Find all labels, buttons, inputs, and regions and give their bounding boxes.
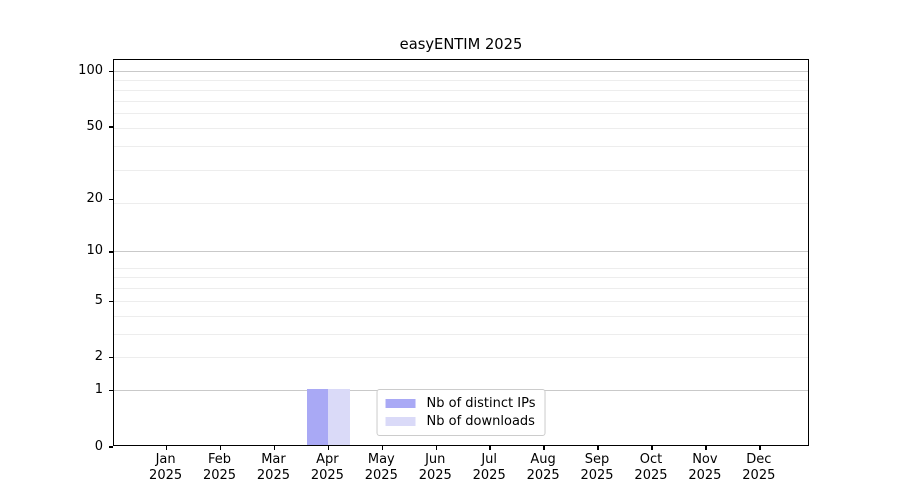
x-tick: [759, 446, 761, 451]
x-tick-month: Jul: [481, 452, 498, 467]
y-tick: [108, 356, 113, 359]
x-tick-year: 2025: [202, 467, 237, 483]
x-tick-month: Aug: [530, 452, 556, 467]
minor-gridline: [114, 357, 808, 359]
x-tick-label: Dec 2025: [729, 452, 789, 483]
x-tick-label: Jul 2025: [459, 452, 519, 483]
y-tick-label: 20: [86, 190, 103, 206]
x-tick: [543, 446, 545, 451]
y-tick: [108, 126, 113, 128]
x-tick-year: 2025: [364, 467, 398, 483]
legend-item-downloads: Nb of downloads: [385, 413, 536, 431]
x-tick-month: Sep: [584, 452, 610, 467]
x-tick-month: Jan: [155, 452, 176, 467]
major-gridline: [114, 251, 808, 253]
minor-gridline: [114, 267, 808, 269]
bar-apr-distinct-ips: [306, 388, 329, 445]
x-tick: [327, 446, 330, 451]
x-tick-year: 2025: [526, 467, 560, 483]
x-tick-month: Jun: [425, 452, 446, 467]
x-tick-month: Nov: [692, 452, 718, 467]
x-tick-year: 2025: [310, 467, 344, 483]
minor-gridline: [114, 300, 808, 302]
x-tick-label: Apr 2025: [297, 452, 357, 483]
y-tick: [108, 70, 113, 73]
minor-gridline: [114, 89, 808, 91]
minor-gridline: [114, 333, 808, 335]
legend: Nb of distinct IPs Nb of downloads: [376, 389, 546, 436]
y-tick-label: 50: [86, 118, 103, 134]
x-tick: [597, 446, 599, 451]
x-tick-month: Feb: [208, 452, 232, 467]
x-tick-label: Jun 2025: [405, 452, 465, 483]
x-tick-year: 2025: [418, 467, 452, 483]
minor-gridline: [114, 315, 808, 317]
y-tick-label: 0: [94, 438, 103, 454]
x-tick-year: 2025: [256, 467, 290, 483]
x-tick-label: May 2025: [351, 452, 411, 483]
x-tick-year: 2025: [149, 467, 183, 483]
x-tick: [651, 446, 653, 451]
x-tick-year: 2025: [580, 467, 614, 483]
legend-label-distinct-ips: Nb of distinct IPs: [426, 396, 536, 412]
y-tick-label: 10: [86, 243, 103, 259]
minor-gridline: [114, 288, 808, 290]
x-tick-month: Oct: [639, 452, 663, 467]
y-tick: [108, 389, 113, 392]
y-tick: [108, 300, 113, 302]
legend-label-downloads: Nb of downloads: [426, 413, 535, 429]
x-tick-label: Nov 2025: [675, 452, 735, 483]
minor-gridline: [114, 169, 808, 171]
legend-swatch-downloads-icon: [385, 416, 416, 426]
plot-area: Nb of distinct IPs Nb of downloads: [108, 59, 809, 451]
x-tick-label: Aug 2025: [513, 452, 573, 483]
x-tick-label: Oct 2025: [621, 452, 681, 483]
y-tick-label: 1: [94, 382, 103, 398]
bar-apr-downloads: [328, 388, 350, 445]
x-tick: [273, 446, 276, 451]
minor-gridline: [114, 100, 808, 102]
x-tick: [489, 446, 491, 451]
x-tick-year: 2025: [688, 467, 722, 483]
minor-gridline: [114, 80, 808, 82]
minor-gridline: [114, 202, 808, 204]
minor-gridline: [114, 128, 808, 130]
x-tick-year: 2025: [472, 467, 506, 483]
x-tick-label: Feb 2025: [190, 452, 250, 483]
x-tick-month: Apr: [316, 452, 339, 467]
minor-gridline: [114, 277, 808, 279]
x-tick-label: Jan 2025: [136, 452, 196, 483]
y-tick: [108, 251, 113, 253]
x-tick: [381, 446, 383, 451]
y-tick-label: 100: [78, 62, 103, 78]
x-tick-month: Mar: [261, 452, 286, 467]
chart-title: easyENTIM 2025: [399, 36, 523, 53]
x-tick: [435, 446, 437, 451]
x-tick-year: 2025: [634, 467, 668, 483]
x-tick: [219, 446, 222, 451]
y-tick: [108, 198, 113, 200]
x-tick-label: Mar 2025: [243, 452, 303, 483]
x-tick-label: Sep 2025: [567, 452, 627, 483]
y-tick-label: 5: [94, 292, 103, 308]
x-tick-month: Dec: [746, 452, 772, 467]
x-tick-month: May: [367, 452, 395, 467]
legend-item-distinct-ips: Nb of distinct IPs: [385, 395, 536, 413]
y-tick-label: 2: [94, 349, 103, 365]
x-tick: [165, 446, 168, 451]
y-tick: [108, 446, 113, 448]
minor-gridline: [114, 146, 808, 148]
minor-gridline: [114, 113, 808, 115]
x-tick-year: 2025: [742, 467, 776, 483]
major-gridline: [114, 70, 808, 72]
legend-swatch-distinct-ips-icon: [385, 399, 416, 409]
x-tick: [705, 446, 707, 451]
